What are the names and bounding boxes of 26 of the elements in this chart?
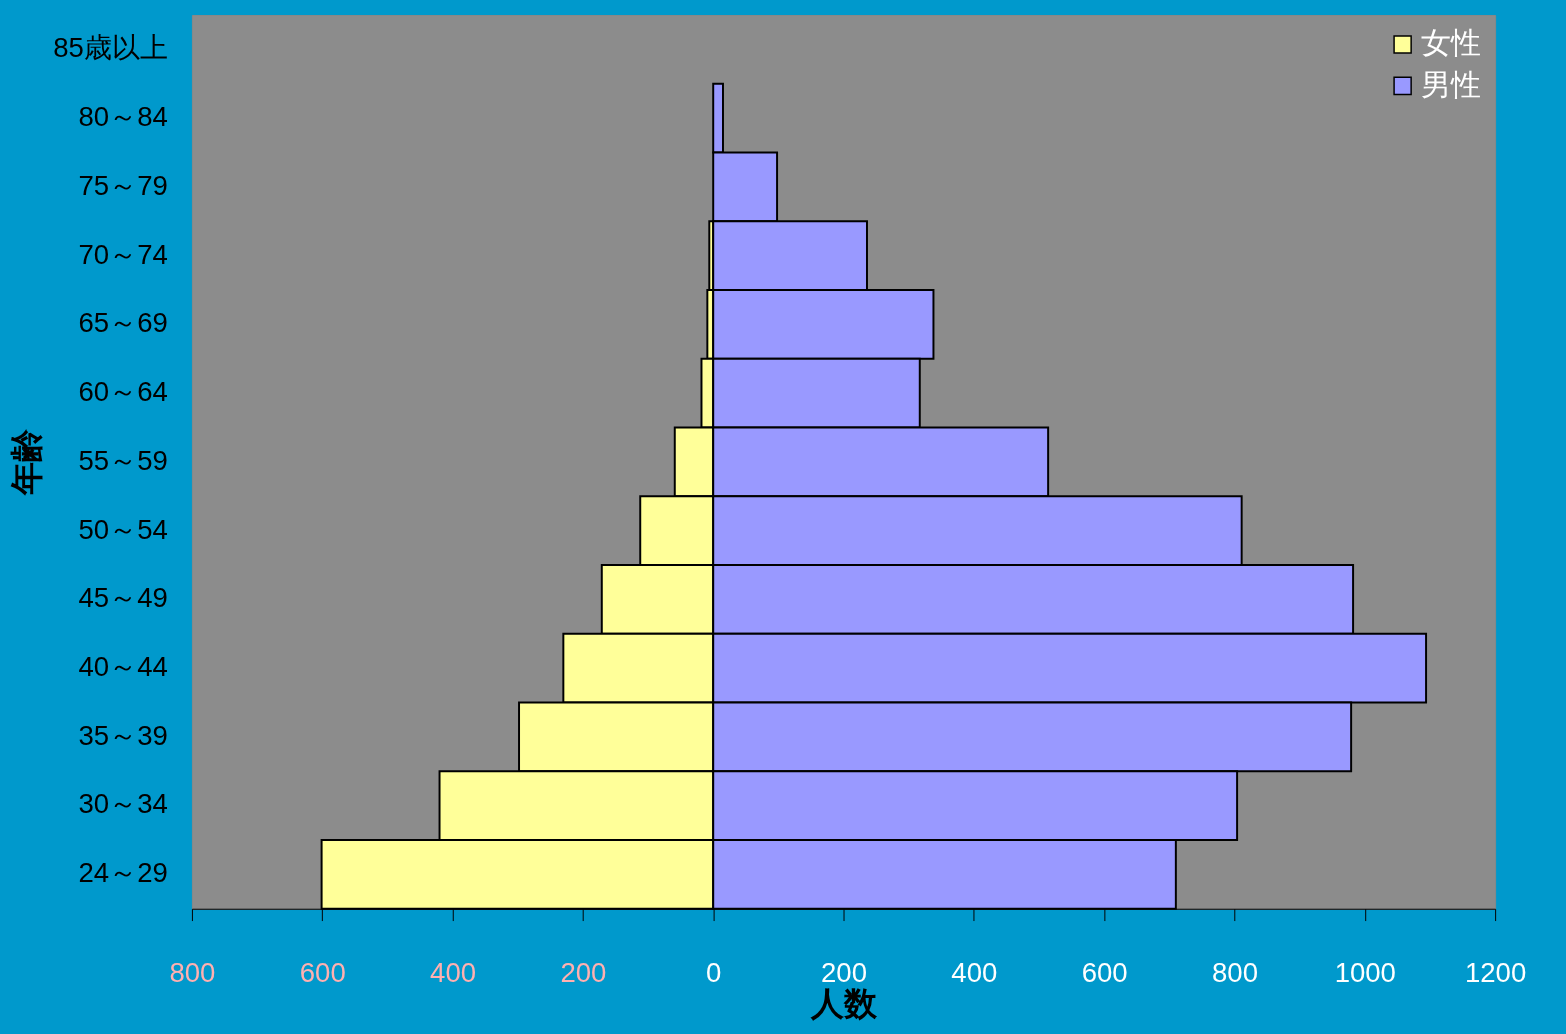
y-tick-label: 45～49 <box>78 582 168 614</box>
x-tick-label: 1000 <box>1334 957 1396 989</box>
y-tick-label: 65～69 <box>78 307 168 339</box>
y-tick-label: 80～84 <box>78 101 168 133</box>
y-tick-label: 30～34 <box>78 788 168 820</box>
x-tick-label: 600 <box>1081 957 1128 989</box>
x-tick-label: 600 <box>299 957 346 989</box>
x-tick-label: 800 <box>169 957 216 989</box>
x-tick-label: 800 <box>1212 957 1258 989</box>
x-tick-label: 200 <box>560 957 607 989</box>
y-tick-label: 85歳以上 <box>53 32 168 64</box>
y-axis-title: 年齢 <box>6 429 46 497</box>
y-tick-label: 75～79 <box>78 169 168 201</box>
y-tick-label: 24～29 <box>78 857 168 889</box>
x-tick-label: 400 <box>430 957 477 989</box>
x-tick-label: 400 <box>951 957 998 989</box>
x-tick-label: 1200 <box>1464 957 1527 989</box>
x-tick-label: 0 <box>706 957 722 989</box>
y-tick-label: 40～44 <box>78 651 168 682</box>
y-tick-label: 55～59 <box>78 444 168 476</box>
legend-label: 男性 <box>1421 67 1482 102</box>
legend-label: 女性 <box>1421 26 1482 61</box>
y-tick-label: 60～64 <box>78 376 168 408</box>
y-tick-label: 50～54 <box>78 513 168 545</box>
y-tick-label: 70～74 <box>78 238 168 270</box>
y-tick-label: 35～39 <box>78 719 168 751</box>
